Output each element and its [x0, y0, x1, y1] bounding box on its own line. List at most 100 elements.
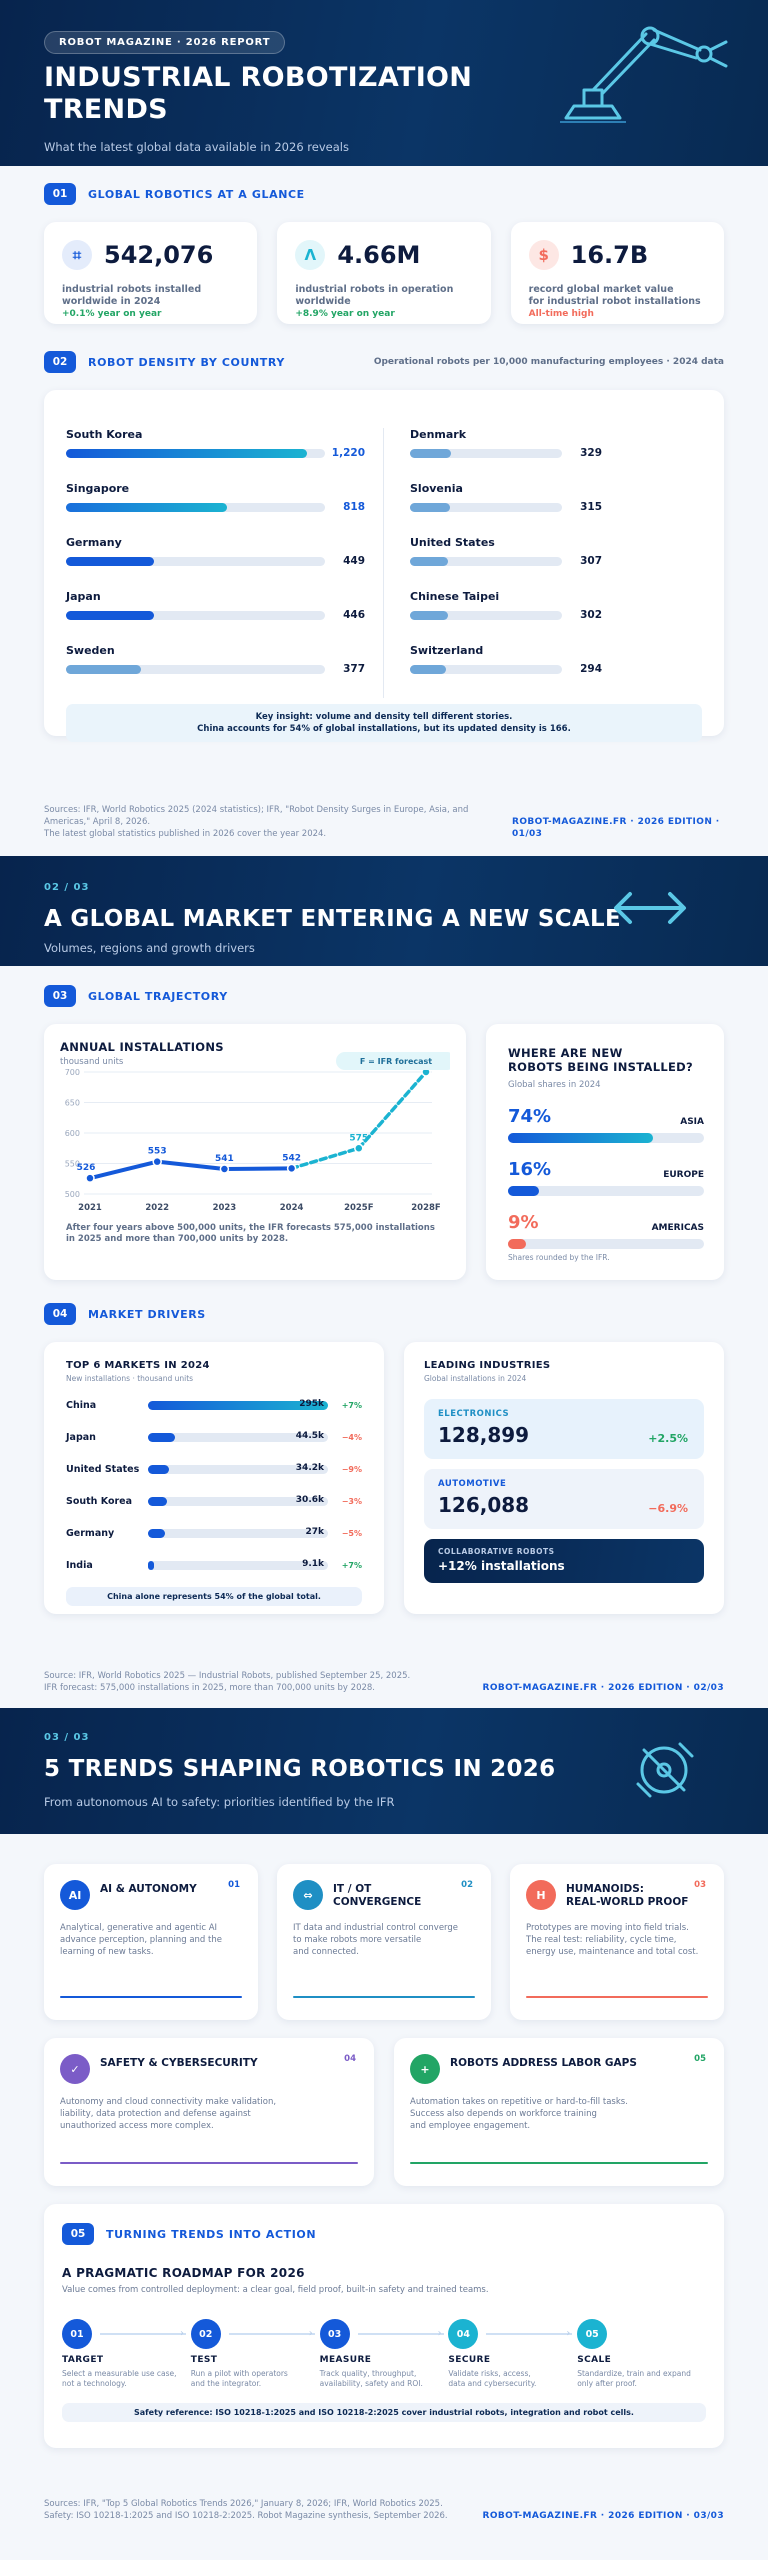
stat-label: record global market value for industrial… [528, 284, 701, 307]
robot-arm-icon: Λ [295, 240, 326, 270]
market-bar-track: 44.5k [148, 1431, 328, 1442]
target-icon [636, 1742, 694, 1798]
installations-line-chart: 500 550 600 650 700 2021 2022 2023 2024 2025F 2028… [65, 1052, 450, 1213]
data-label: 541 [215, 1154, 234, 1164]
industries-title: LEADING INDUSTRIES [424, 1360, 551, 1371]
density-row: Germany 449 [66, 536, 365, 590]
stat-value: 542,076 [104, 241, 214, 269]
region-bar-track [508, 1239, 704, 1249]
density-row: Sweden 377 [66, 644, 365, 698]
market-value: 34.2k [295, 1462, 324, 1473]
market-bar-fill [148, 1560, 154, 1570]
data-point [354, 1143, 364, 1153]
stat-delta: +8.9% year on year [295, 309, 395, 319]
density-column-right: Denmark 329 Slovenia 315 United States 307 Chi… [384, 428, 702, 698]
trend-icon: + [410, 2054, 440, 2084]
step-name: TARGET [62, 2355, 104, 2365]
trend-card: ⇔ IT / OT CONVERGENCE 02 IT data and industr… [277, 1864, 491, 2020]
installations-chart-card: ANNUAL INSTALLATIONS thousand units 500 5… [44, 1024, 466, 1280]
markets-title: TOP 6 MARKETS IN 2024 [66, 1360, 210, 1371]
section-title: GLOBAL TRAJECTORY [88, 989, 228, 1003]
density-row: Japan 446 [66, 590, 365, 644]
density-row: Slovenia 315 [410, 482, 602, 536]
density-row: Chinese Taipei 302 [410, 590, 602, 644]
trend-icon: ✓ [60, 2054, 90, 2084]
section-number: 04 [44, 1303, 76, 1325]
step-name: TEST [190, 2355, 218, 2365]
section-trends: AI AI & AUTONOMY 01 Analytical, generative … [0, 1864, 768, 2448]
roadmap-card: 05 TURNING TRENDS INTO ACTION A PRAGMATI… [44, 2204, 724, 2448]
page-title: INDUSTRIAL ROBOTIZATION TRENDS [44, 62, 473, 125]
market-bar-track: 30.6k [148, 1495, 328, 1506]
scale-arrows-icon [614, 892, 686, 924]
forecast-series-line [289, 1070, 428, 1171]
density-column-left: South Korea 1,220 Singapore 818 Germany 449 Ja… [66, 428, 384, 698]
market-row: South Korea 30.6k −3% [66, 1485, 362, 1517]
chevron-right-icon: › [308, 2328, 313, 2339]
region-row: 9% AMERICAS [508, 1212, 704, 1249]
trend-description: Analytical, generative and agentic AI adv… [60, 1923, 222, 1957]
country-name: Chinese Taipei [410, 590, 500, 603]
region-bar-fill [508, 1186, 540, 1196]
section-number: 02 [44, 351, 76, 373]
regions-subtitle: Global shares in 2024 [508, 1080, 601, 1090]
market-name: China [66, 1399, 97, 1411]
page-subtitle: Volumes, regions and growth drivers [44, 941, 255, 955]
robot-arm-icon [560, 26, 728, 123]
density-row: Switzerland 294 [410, 644, 602, 698]
density-bar-track [66, 556, 325, 566]
chart-title: ANNUAL INSTALLATIONS [60, 1040, 224, 1054]
trend-title: HUMANOIDS: REAL-WORLD PROOF [566, 1883, 689, 1908]
step-description: Validate risks, access, data and cybersec… [448, 2369, 537, 2388]
regions-title: WHERE ARE NEW ROBOTS BEING INSTALLED? [508, 1046, 693, 1074]
region-row: 74% ASIA [508, 1106, 704, 1143]
stat-card-operation: Λ 4.66M industrial robots in operation wo… [277, 222, 491, 324]
region-name: ASIA [680, 1117, 704, 1127]
density-bar-fill [410, 610, 448, 620]
section-number: 05 [62, 2223, 94, 2245]
region-name: AMERICAS [651, 1223, 704, 1233]
market-bar-fill [148, 1496, 167, 1506]
country-name: Germany [66, 536, 122, 549]
data-point [85, 1173, 95, 1183]
density-row: Denmark 329 [410, 428, 602, 482]
regions-card: WHERE ARE NEW ROBOTS BEING INSTALLED? Gl… [486, 1024, 724, 1280]
footer-page-3: Sources: IFR, "Top 5 Global Robotics Tre… [0, 2496, 768, 2522]
density-row: South Korea 1,220 [66, 428, 365, 482]
density-bar-track [410, 448, 562, 458]
region-share: 9% [508, 1212, 539, 1233]
density-value: 302 [580, 609, 602, 621]
section-title: TURNING TRENDS INTO ACTION [106, 2227, 317, 2241]
industry-collaborative-robots: COLLABORATIVE ROBOTS +12% installations [424, 1539, 704, 1583]
density-bar-fill [66, 610, 155, 620]
country-name: United States [410, 536, 495, 549]
regions-footnote: Shares rounded by the IFR. [508, 1253, 610, 1262]
step-name: SECURE [448, 2355, 491, 2365]
markets-subtitle: New installations · thousand units [66, 1374, 194, 1383]
y-tick-label: 650 [65, 1099, 80, 1108]
market-row: Japan 44.5k −4% [66, 1421, 362, 1453]
step-connector [486, 2333, 573, 2335]
market-delta: +7% [341, 1400, 362, 1410]
market-delta: −3% [341, 1496, 362, 1506]
sources-text: Sources: IFR, "Top 5 Global Robotics Tre… [44, 2499, 448, 2521]
market-bar-fill [148, 1432, 176, 1442]
density-bar-track [410, 502, 562, 512]
section-robot-density: 02 ROBOT DENSITY BY COUNTRY Operational … [0, 350, 768, 742]
y-tick-label: 500 [65, 1190, 80, 1199]
region-name: EUROPE [663, 1170, 704, 1180]
data-label: 526 [77, 1163, 96, 1173]
page-kicker: 02 / 03 [44, 882, 90, 893]
trend-description: Prototypes are moving into field trials.… [526, 1923, 699, 1957]
density-bar-track [410, 556, 562, 566]
trend-card: AI AI & AUTONOMY 01 Analytical, generative … [44, 1864, 258, 2020]
data-point [219, 1164, 230, 1174]
chevron-right-icon: › [180, 2328, 184, 2339]
x-tick-label: 2021 [78, 1203, 102, 1213]
density-bar-fill [410, 664, 447, 674]
safety-reference: Safety reference: ISO 10218-1:2025 and I… [62, 2403, 706, 2422]
density-bar-fill [66, 502, 227, 512]
density-bar-track [410, 610, 562, 620]
trend-title: ROBOTS ADDRESS LABOR GAPS [450, 2057, 637, 2069]
density-value: 449 [343, 555, 365, 567]
